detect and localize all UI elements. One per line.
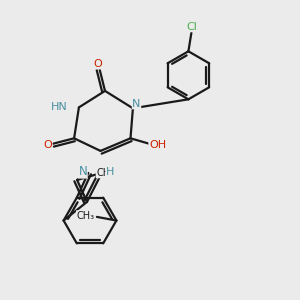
Text: N: N <box>78 165 87 178</box>
Text: N: N <box>132 99 141 109</box>
Text: Cl: Cl <box>187 22 197 32</box>
Text: CH₃: CH₃ <box>96 168 114 178</box>
Text: H: H <box>106 167 114 177</box>
Text: O: O <box>43 140 52 150</box>
Text: HN: HN <box>51 102 68 112</box>
Text: CH₃: CH₃ <box>76 211 94 221</box>
Text: O: O <box>94 59 103 69</box>
Text: OH: OH <box>149 140 166 151</box>
